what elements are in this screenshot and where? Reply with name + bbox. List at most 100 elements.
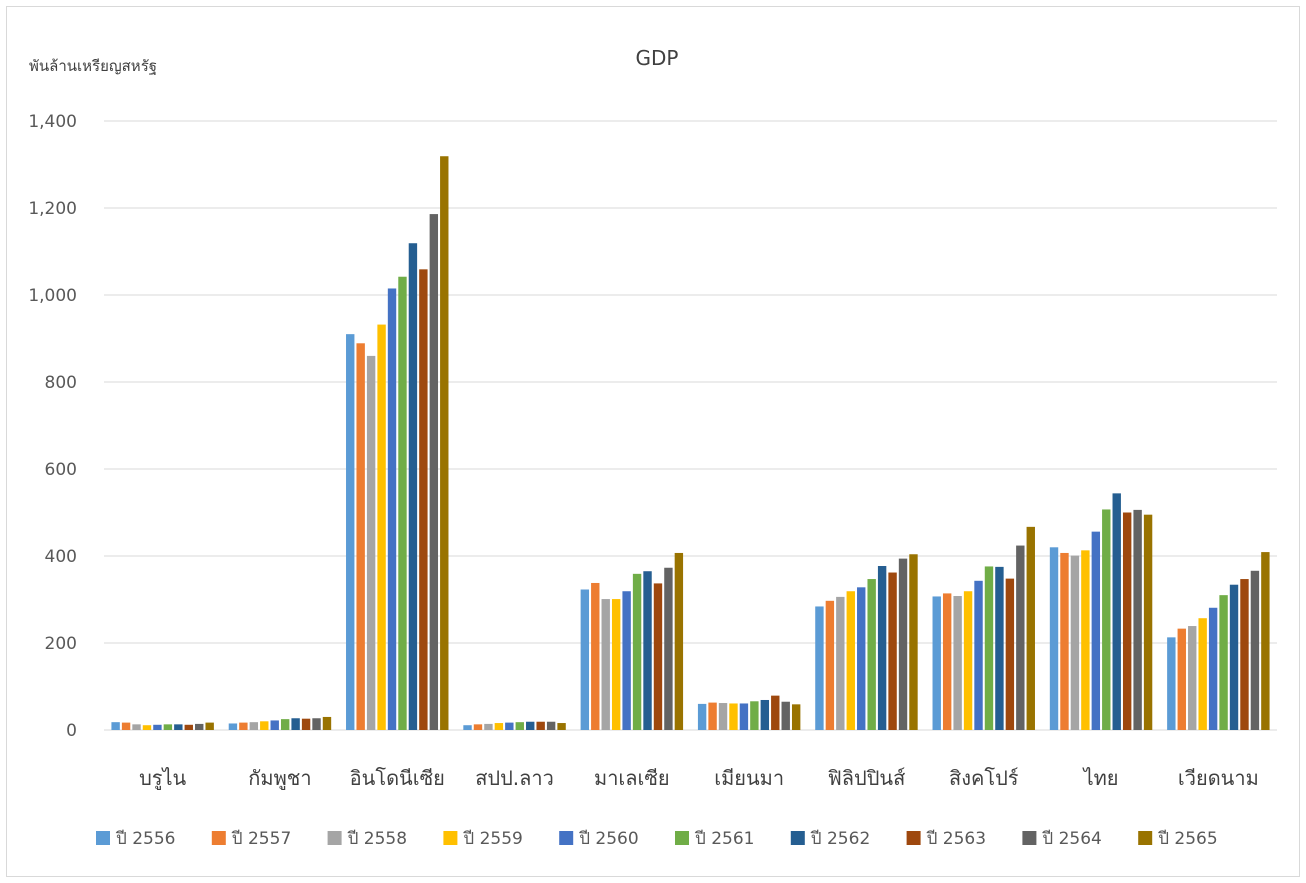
bar — [771, 695, 780, 730]
legend-label: ปี 2559 — [463, 829, 523, 849]
bar — [1143, 514, 1153, 730]
bar — [1005, 578, 1015, 730]
legend-label: ปี 2562 — [810, 829, 870, 849]
bar — [591, 582, 600, 730]
x-tick-label: สิงคโปร์ — [949, 766, 1019, 790]
bar — [674, 552, 684, 730]
bar — [867, 579, 876, 730]
legend-label: ปี 2557 — [231, 829, 291, 849]
x-tick-label: ฟิลิปปินส์ — [828, 766, 906, 790]
bar — [791, 704, 801, 730]
bar — [1219, 595, 1228, 730]
bar — [984, 566, 994, 730]
bar — [153, 724, 162, 730]
bar — [322, 716, 332, 730]
bar — [1060, 552, 1069, 730]
bar — [580, 589, 590, 730]
legend: ปี 2556 ปี 2557 ปี 2558 ปี 2559 ปี 2560 ปี 25… — [96, 829, 1218, 849]
x-tick-label: กัมพูชา — [248, 766, 311, 791]
x-tick-label: เวียดนาม — [1178, 766, 1259, 790]
bar — [942, 593, 952, 730]
bar — [1208, 607, 1218, 730]
legend-swatch — [327, 831, 342, 845]
legend-swatch — [675, 831, 689, 845]
bar — [557, 723, 566, 730]
bar — [846, 591, 855, 730]
legend-label: ปี 2564 — [1042, 829, 1102, 849]
y-axis-label: พันล้านเหรียญสหรัฐ — [29, 57, 157, 75]
bar — [228, 723, 238, 730]
gdp-chart: GDP พันล้านเหรียญสหรัฐ 0 200 400 600 800 1,00… — [28, 46, 1277, 849]
y-tick-label: 200 — [45, 634, 77, 654]
x-axis-ticks: บรูไน กัมพูชา อินโดนีเซีย สปป.ลาว มาเลเซีย เม… — [139, 766, 1259, 791]
bar — [888, 572, 897, 730]
bar — [1240, 579, 1249, 730]
bar — [536, 721, 545, 730]
bar — [739, 703, 749, 730]
bar — [419, 269, 428, 730]
bar — [366, 355, 376, 730]
bar — [857, 587, 866, 730]
bar — [356, 343, 365, 730]
legend-swatch — [96, 831, 110, 845]
bar — [664, 567, 673, 730]
x-tick-label: สปป.ลาว — [475, 766, 554, 790]
bar — [195, 723, 204, 730]
bar — [1198, 618, 1207, 730]
chart-frame: GDP พันล้านเหรียญสหรัฐ 0 200 400 600 800 1,00… — [6, 6, 1300, 877]
bar — [963, 591, 973, 730]
x-tick-label: มาเลเซีย — [594, 766, 670, 790]
bar — [473, 724, 483, 730]
bar — [515, 722, 524, 730]
bar — [312, 718, 321, 730]
y-tick-label: 1,200 — [28, 199, 77, 219]
bar — [708, 702, 717, 730]
legend-label: ปี 2558 — [347, 829, 407, 849]
bar — [653, 583, 663, 730]
bar — [163, 724, 173, 730]
bar — [1091, 531, 1101, 730]
legend-swatch — [211, 831, 226, 845]
bar — [1026, 526, 1035, 730]
bar — [260, 721, 269, 730]
bar — [346, 334, 355, 730]
bar — [280, 719, 290, 730]
bar — [1102, 509, 1111, 730]
bar — [611, 599, 621, 730]
bar — [1177, 628, 1186, 730]
x-tick-label: บรูไน — [139, 766, 186, 791]
bar — [974, 580, 983, 730]
legend-swatch — [790, 831, 805, 845]
bar — [815, 606, 824, 730]
legend-label: ปี 2563 — [926, 829, 986, 849]
bar — [494, 723, 504, 730]
bar — [184, 724, 193, 730]
legend-swatch — [1022, 831, 1037, 845]
bar — [729, 703, 738, 730]
chart-title: GDP — [636, 46, 679, 70]
bars — [111, 156, 1270, 731]
legend-swatch — [906, 831, 921, 845]
bar — [1261, 552, 1270, 730]
bar — [546, 721, 556, 730]
bar — [643, 571, 652, 730]
bar — [132, 724, 141, 730]
bar — [239, 722, 248, 730]
bar — [429, 214, 439, 731]
bar — [718, 703, 728, 730]
bar — [398, 276, 407, 730]
bar — [760, 699, 770, 730]
bar — [898, 558, 908, 730]
legend-swatch — [1138, 831, 1153, 845]
legend-swatch — [443, 831, 458, 845]
bar — [174, 724, 183, 730]
bar — [836, 596, 845, 730]
bar — [121, 722, 131, 730]
bar — [953, 596, 962, 730]
bar — [877, 566, 887, 730]
bar — [697, 703, 707, 730]
bar — [377, 324, 386, 730]
bar — [408, 243, 418, 731]
x-tick-label: เมียนมา — [714, 766, 784, 790]
x-tick-label: ไทย — [1082, 766, 1119, 790]
